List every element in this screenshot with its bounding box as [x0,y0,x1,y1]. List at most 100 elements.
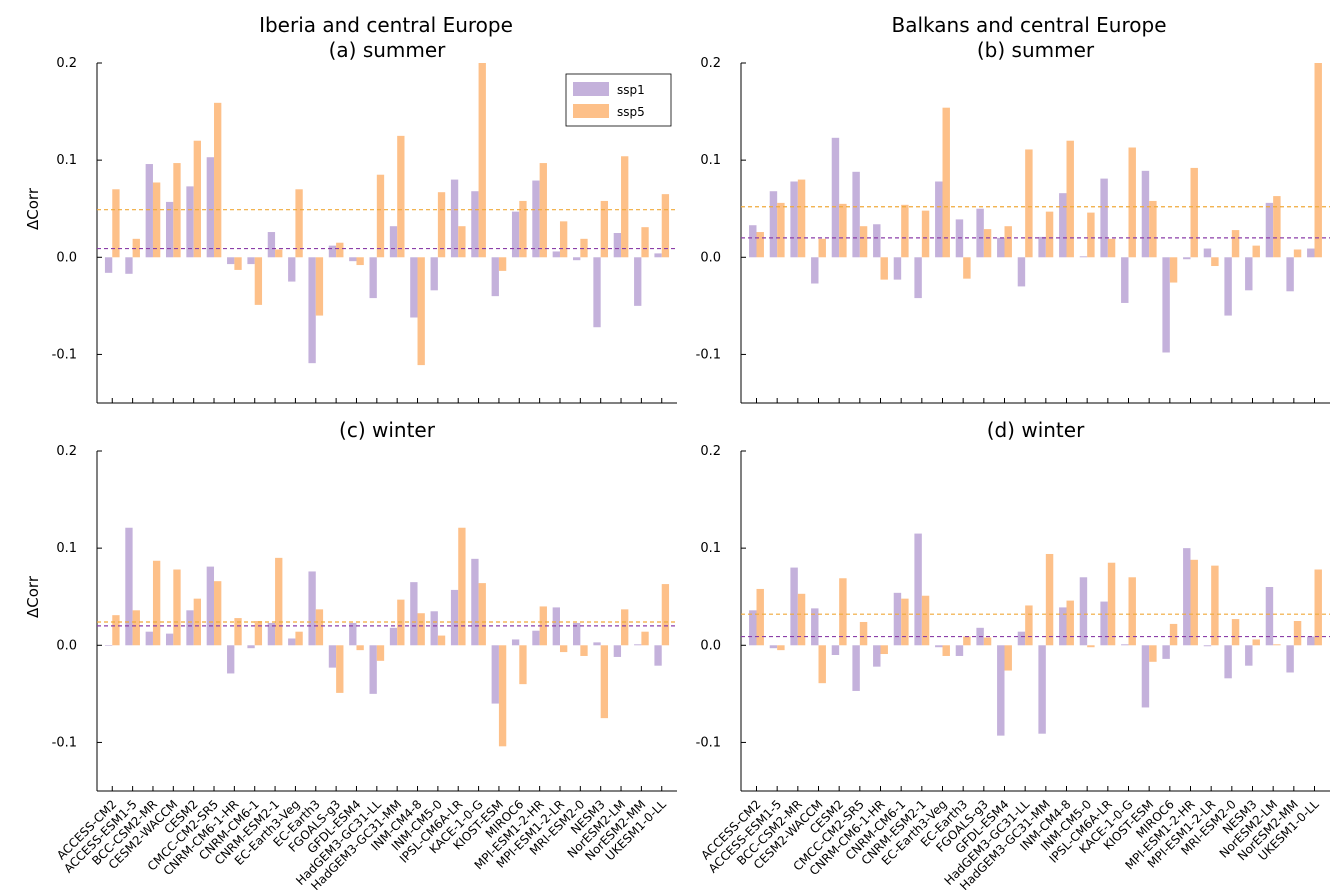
bar-ssp1 [532,630,540,646]
bar-ssp5 [315,257,324,316]
bar-ssp5 [417,613,425,646]
bar-ssp1 [852,645,860,691]
y-axis-label: ΔCorr [24,575,42,618]
bar-ssp1 [491,645,499,704]
bar-ssp5 [963,636,971,646]
bar-ssp5 [1273,196,1281,258]
bar-ssp5 [1231,230,1240,258]
y-tick-label: 0.0 [56,250,77,265]
bar-ssp5 [661,584,670,646]
bar-ssp5 [901,204,909,258]
bar-ssp5 [942,107,950,258]
bar-ssp5 [1128,577,1136,646]
bar-ssp5 [1107,238,1116,258]
bar-ssp5 [1087,645,1095,648]
bar-ssp5 [193,140,201,258]
bar-ssp1 [410,582,418,646]
bar-ssp1 [430,611,438,646]
bar-ssp1 [976,208,984,258]
bar-ssp5 [112,189,120,258]
bar-ssp1 [1162,645,1170,659]
bar-ssp1 [227,645,235,674]
y-tick-label: 0.2 [700,444,721,459]
y-tick-label: -0.1 [52,347,77,362]
bar-ssp5 [254,257,263,305]
bar-ssp1 [369,257,377,299]
bar-ssp5 [1025,149,1033,258]
bar-ssp1 [125,257,133,274]
bar-ssp5 [1169,257,1178,283]
bar-ssp5 [1211,565,1219,646]
bar-ssp1 [1265,587,1274,646]
bar-ssp1 [1203,645,1212,647]
bar-ssp5 [818,645,826,684]
bar-ssp1 [1079,256,1088,258]
bar-ssp1 [1017,257,1026,287]
bar-ssp5 [336,242,344,258]
bar-ssp5 [880,645,888,655]
bar-ssp1 [1183,548,1191,646]
bar-ssp1 [308,571,316,646]
bar-ssp1 [308,257,316,364]
bar-ssp5 [859,226,868,258]
bar-ssp1 [935,645,943,648]
bar-ssp1 [552,607,560,646]
bar-ssp1 [125,527,133,646]
bar-ssp5 [1066,600,1074,646]
y-tick-label: 0.1 [56,153,77,168]
bar-ssp5 [818,238,826,258]
bar-ssp1 [1162,257,1170,353]
bar-ssp5 [1314,569,1322,646]
bar-ssp1 [145,164,153,258]
bar-ssp1 [227,257,235,265]
bar-ssp5 [458,226,466,258]
bar-ssp5 [1087,212,1095,258]
bar-ssp1 [1038,236,1046,258]
bar-ssp1 [1100,601,1108,646]
bar-ssp1 [450,179,459,258]
bar-ssp1 [593,257,601,328]
bar-ssp1 [1245,645,1253,666]
bar-ssp1 [389,226,398,258]
bar-ssp1 [247,645,255,649]
y-tick-label: 0.1 [56,541,77,556]
bar-ssp5 [621,156,629,258]
bar-ssp1 [914,533,922,646]
bar-ssp1 [471,558,479,646]
bar-ssp5 [777,202,785,258]
y-tick-label: 0.0 [56,638,77,653]
bar-ssp1 [769,645,778,649]
bar-ssp5 [921,595,930,646]
bar-ssp1 [186,610,194,646]
bar-ssp1 [1245,257,1253,291]
bar-ssp5 [437,635,446,646]
bar-ssp5 [1293,249,1302,258]
bar-ssp5 [1211,257,1219,267]
bar-ssp5 [921,210,930,258]
bar-ssp1 [1265,202,1274,258]
bar-ssp5 [1066,140,1074,258]
bar-ssp1 [811,257,819,284]
y-tick-label: 0.1 [700,153,721,168]
bar-ssp1 [206,157,215,258]
y-tick-label: 0.2 [56,56,77,71]
bar-ssp5 [983,229,992,258]
bar-ssp5 [859,621,868,646]
bar-ssp5 [797,179,806,258]
panel-title: (c) winter [339,418,436,442]
bar-ssp1 [288,257,296,282]
bar-ssp1 [997,237,1005,258]
legend-swatch-ssp1 [573,82,609,96]
bar-ssp1 [790,567,798,646]
bar-ssp1 [749,225,757,258]
y-axis-label: ΔCorr [24,187,42,230]
bar-ssp5 [797,593,806,646]
bar-ssp1 [749,610,757,646]
bar-ssp1 [573,622,581,646]
bar-ssp5 [1149,645,1157,662]
bar-ssp1 [288,638,296,646]
bar-ssp5 [1293,621,1302,646]
bar-ssp1 [247,257,255,265]
bar-ssp5 [397,135,405,258]
